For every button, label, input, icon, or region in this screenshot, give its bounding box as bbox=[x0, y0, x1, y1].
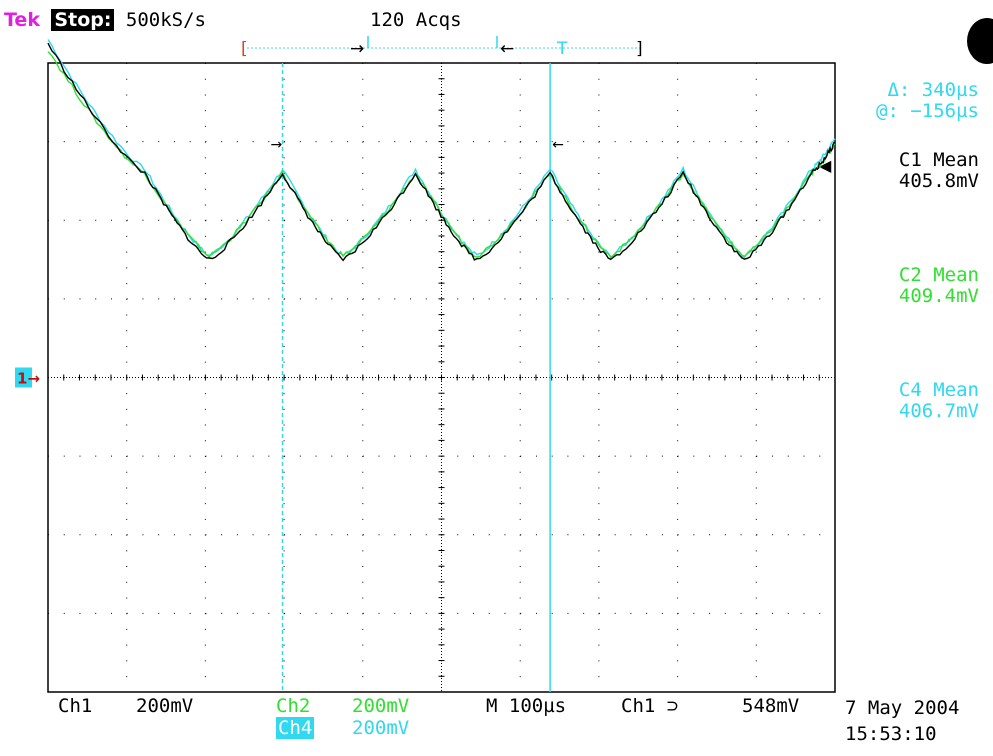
acquisitions-label: 120 Acqs bbox=[370, 9, 462, 31]
stop-status-badge: Stop: bbox=[51, 9, 115, 31]
sample-rate-label: 500kS/s bbox=[125, 9, 206, 31]
ch4-scale: 200mV bbox=[352, 717, 410, 739]
ch2-scale: 200mV bbox=[352, 695, 410, 717]
c2-mean-value: 409.4mV bbox=[898, 285, 979, 307]
record-bar-marker: ← bbox=[500, 39, 514, 59]
cursor-arrow: → bbox=[271, 137, 283, 153]
c4-mean-value: 406.7mV bbox=[898, 400, 979, 422]
trigger-level-marker: ◀ bbox=[819, 156, 832, 175]
corner-blob bbox=[967, 18, 993, 64]
waveform-c2 bbox=[47, 51, 836, 259]
c2-mean-label: C2 Mean bbox=[898, 264, 979, 286]
time-label: 15:53:10 bbox=[845, 723, 937, 745]
c1-mean-value: 405.8mV bbox=[898, 170, 979, 192]
c4-mean-label: C4 Mean bbox=[898, 379, 979, 401]
cursor-delta-readout: Δ: 340µs bbox=[887, 79, 979, 101]
record-bar-marker: → bbox=[350, 39, 364, 59]
record-bar-marker: [ bbox=[241, 39, 248, 59]
cursor-at-readout: @: −156µs bbox=[876, 100, 979, 122]
waveform-c1 bbox=[47, 42, 836, 262]
trigger-level-label: 548mV bbox=[742, 695, 800, 717]
ground-marker-ch4 bbox=[15, 367, 32, 388]
date-label: 7 May 2004 bbox=[845, 697, 960, 719]
brand-label: Tek bbox=[4, 9, 40, 31]
ch1-label: Ch1 bbox=[58, 695, 93, 717]
header: Tek Stop: 500kS/s bbox=[4, 9, 206, 31]
cursor-arrow: ← bbox=[552, 137, 564, 153]
ch1-scale: 200mV bbox=[136, 695, 194, 717]
trigger-source-label: Ch1 ⊃ bbox=[621, 695, 679, 717]
record-bar-marker: ] bbox=[636, 39, 643, 59]
ch2-label: Ch2 bbox=[276, 695, 311, 717]
c1-mean-label: C1 Mean bbox=[898, 149, 979, 171]
ch4-badge: Ch4 bbox=[276, 717, 315, 739]
waveform-c4 bbox=[47, 39, 836, 259]
timebase-label: M 100µs bbox=[486, 695, 567, 717]
ground-marker-ch1: 1→ bbox=[17, 370, 40, 388]
ch4-label: Ch4 bbox=[276, 717, 315, 739]
record-bar-marker: T bbox=[556, 39, 568, 59]
